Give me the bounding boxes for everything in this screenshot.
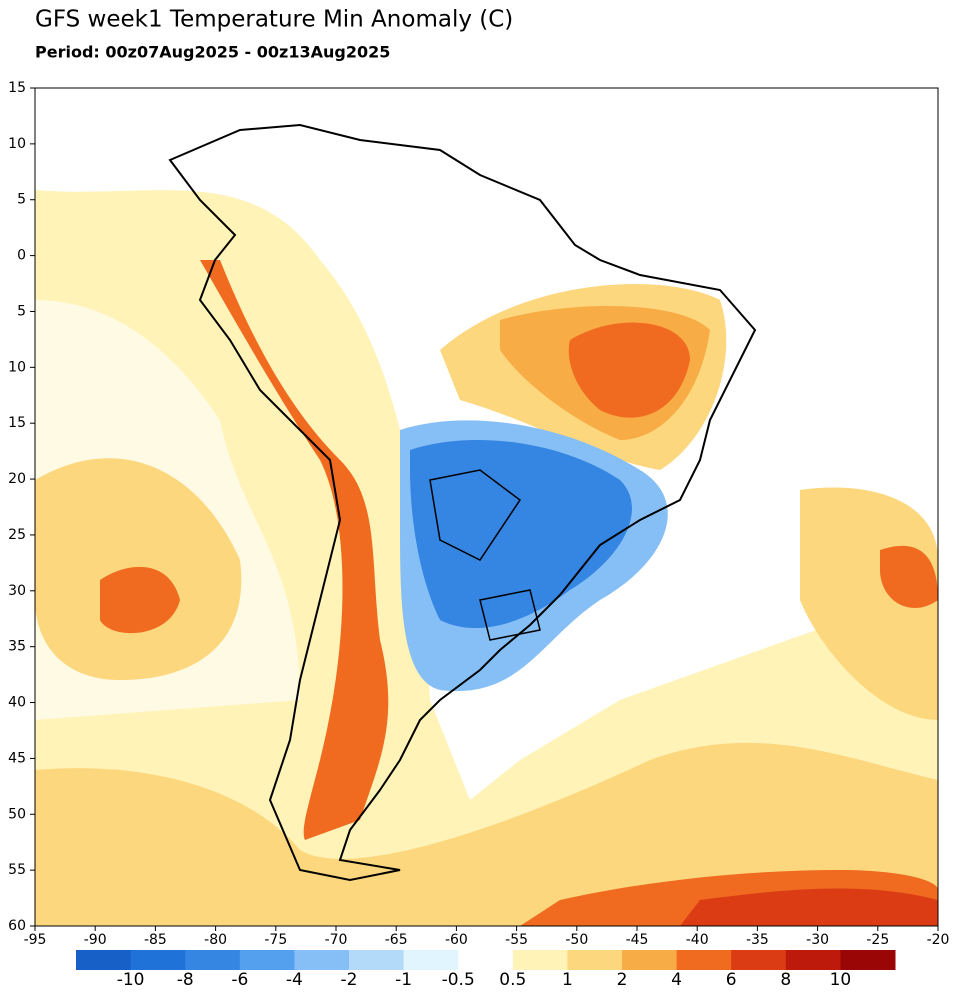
lat-label: 15	[8, 415, 26, 431]
colorbar-label: -0.5	[442, 970, 475, 990]
colorbar-box	[512, 950, 568, 970]
map-field	[35, 88, 938, 926]
lon-label: -85	[144, 932, 167, 948]
lon-label: -50	[565, 932, 588, 948]
colorbar-box	[676, 950, 732, 970]
colorbar-box	[76, 950, 132, 970]
colorbar-box	[622, 950, 678, 970]
lat-label: 15	[8, 80, 26, 96]
colorbar-label: 2	[617, 970, 628, 990]
lat-label: 25	[8, 527, 26, 543]
map-frame	[34, 87, 939, 927]
colorbar-box	[731, 950, 787, 970]
lon-label: -40	[686, 932, 709, 948]
lon-label: -75	[264, 932, 287, 948]
colorbar-label: -2	[341, 970, 358, 990]
lat-label: 55	[8, 862, 26, 878]
lon-label: -90	[84, 932, 107, 948]
lon-label: -65	[385, 932, 408, 948]
colorbar-box	[785, 950, 841, 970]
lat-label: 10	[8, 359, 26, 375]
colorbar-label: -10	[117, 970, 145, 990]
colorbar-box	[458, 950, 514, 970]
lat-label: 35	[8, 639, 26, 655]
colorbar-label: -1	[395, 970, 412, 990]
colorbar-label: 8	[780, 970, 791, 990]
lat-label: 50	[8, 806, 26, 822]
lon-label: -60	[445, 932, 468, 948]
colorbar-box	[239, 950, 295, 970]
colorbar-box	[130, 950, 186, 970]
colorbar-label: 6	[726, 970, 737, 990]
lon-label: -45	[626, 932, 649, 948]
lon-label: -30	[806, 932, 829, 948]
lon-label: -25	[866, 932, 889, 948]
lat-label: 5	[17, 303, 26, 319]
colorbar-box	[403, 950, 459, 970]
title: GFS week1 Temperature Min Anomaly (C)	[35, 7, 513, 33]
colorbar-box	[185, 950, 241, 970]
lat-label: 60	[8, 918, 26, 934]
lat-label: 45	[8, 750, 26, 766]
colorbar-box	[840, 950, 896, 970]
colorbar-label: 0.5	[499, 970, 526, 990]
lon-label: -35	[746, 932, 769, 948]
colorbar-label: 4	[671, 970, 682, 990]
lon-label: -20	[927, 932, 950, 948]
lat-label: 30	[8, 583, 26, 599]
lat-label: 0	[17, 248, 26, 264]
lat-label: 5	[17, 192, 26, 208]
colorbar-label: -6	[231, 970, 248, 990]
lon-label: -95	[24, 932, 47, 948]
colorbar-box	[567, 950, 623, 970]
colorbar-box	[349, 950, 405, 970]
lon-label: -70	[325, 932, 348, 948]
subtitle: Period: 00z07Aug2025 - 00z13Aug2025	[35, 43, 390, 62]
colorbar-label: 10	[830, 970, 852, 990]
colorbar-label: 1	[562, 970, 573, 990]
lat-label: 40	[8, 695, 26, 711]
lon-label: -55	[505, 932, 528, 948]
colorbar-box	[294, 950, 350, 970]
colorbar-label: -4	[286, 970, 303, 990]
lat-label: 10	[8, 136, 26, 152]
colorbar-label: -8	[177, 970, 194, 990]
lat-label: 20	[8, 471, 26, 487]
lon-label: -80	[204, 932, 227, 948]
